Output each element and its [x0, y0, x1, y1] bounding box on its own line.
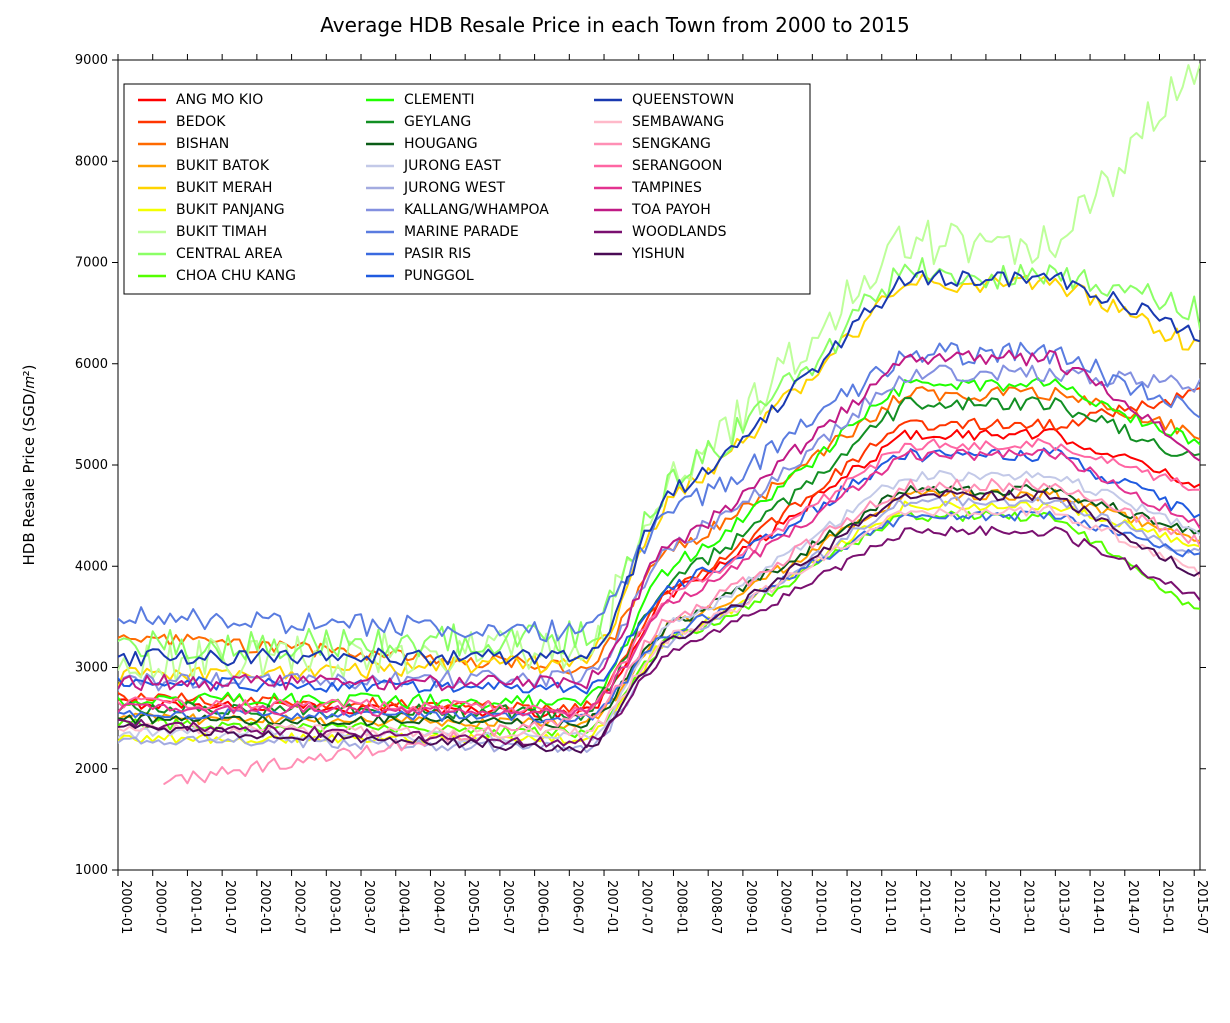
legend-label: HOUGANG: [404, 136, 478, 152]
y-tick-label: 7000: [75, 256, 108, 271]
chart-container: Average HDB Resale Price in each Town fr…: [0, 0, 1230, 1023]
x-tick-label: 2009-01: [743, 880, 758, 934]
x-tick-label: 2005-01: [465, 880, 480, 934]
x-tick-label: 2010-07: [847, 880, 862, 934]
y-tick-label: 5000: [75, 458, 108, 473]
x-tick-label: 2014-07: [1125, 880, 1140, 934]
legend-label: QUEENSTOWN: [632, 92, 734, 108]
legend-label: SENGKANG: [632, 136, 711, 152]
x-tick-label: 2004-01: [396, 880, 411, 934]
legend-label: CHOA CHU KANG: [176, 268, 296, 284]
x-tick-label: 2010-01: [812, 880, 827, 934]
x-tick-label: 2001-01: [187, 880, 202, 934]
x-tick-label: 2008-07: [708, 880, 723, 934]
y-tick-label: 3000: [75, 661, 108, 676]
legend-label: WOODLANDS: [632, 224, 727, 240]
x-tick-label: 2015-07: [1194, 880, 1209, 934]
legend-label: BEDOK: [176, 114, 226, 130]
legend-label: CLEMENTI: [404, 92, 475, 108]
line-chart: Average HDB Resale Price in each Town fr…: [0, 0, 1230, 1023]
legend-label: YISHUN: [631, 246, 685, 262]
legend-label: SEMBAWANG: [632, 114, 724, 130]
x-tick-label: 2005-07: [500, 880, 515, 934]
y-tick-label: 6000: [75, 357, 108, 372]
chart-title: Average HDB Resale Price in each Town fr…: [320, 13, 909, 37]
x-tick-label: 2003-01: [326, 880, 341, 934]
legend-label: SERANGOON: [632, 158, 722, 174]
legend: ANG MO KIO BEDOK BISHAN BUKIT BATOK BUKIT ME…: [124, 84, 810, 294]
x-tick-label: 2004-07: [430, 880, 445, 934]
legend-label: MARINE PARADE: [404, 224, 519, 240]
legend-label: BUKIT BATOK: [176, 158, 270, 174]
x-tick-label: 2013-07: [1055, 880, 1070, 934]
x-tick-label: 2002-07: [292, 880, 307, 934]
legend-label: BUKIT MERAH: [176, 180, 272, 196]
legend-label: TOA PAYOH: [631, 202, 711, 218]
legend-label: CENTRAL AREA: [176, 246, 283, 262]
x-tick-label: 2008-01: [673, 880, 688, 934]
x-tick-label: 2006-07: [569, 880, 584, 934]
x-tick-label: 2012-07: [986, 880, 1001, 934]
legend-label: BUKIT PANJANG: [176, 202, 285, 218]
y-tick-label: 2000: [75, 762, 108, 777]
y-axis-label: HDB Resale Price (SGD/𝑚²): [20, 364, 38, 565]
y-tick-label: 4000: [75, 559, 108, 574]
legend-label: KALLANG/WHAMPOA: [404, 202, 549, 218]
x-tick-label: 2002-01: [257, 880, 272, 934]
x-tick-label: 2015-01: [1159, 880, 1174, 934]
x-tick-label: 2012-01: [951, 880, 966, 934]
legend-label: PASIR RIS: [404, 246, 471, 262]
x-tick-label: 2001-07: [222, 880, 237, 934]
legend-label: BUKIT TIMAH: [176, 224, 267, 240]
legend-label: JURONG WEST: [403, 180, 505, 196]
legend-label: TAMPINES: [631, 180, 702, 196]
x-tick-label: 2014-01: [1090, 880, 1105, 934]
x-tick-label: 2009-07: [778, 880, 793, 934]
x-tick-label: 2003-07: [361, 880, 376, 934]
y-tick-label: 1000: [75, 863, 108, 878]
legend-label: PUNGGOL: [404, 268, 474, 284]
legend-label: GEYLANG: [404, 114, 471, 130]
x-tick-label: 2000-01: [118, 880, 133, 934]
y-tick-label: 9000: [75, 53, 108, 68]
legend-label: ANG MO KIO: [176, 92, 263, 108]
x-tick-label: 2013-01: [1021, 880, 1036, 934]
x-tick-label: 2011-01: [882, 880, 897, 934]
legend-label: JURONG EAST: [403, 158, 501, 174]
x-tick-label: 2000-07: [153, 880, 168, 934]
x-tick-label: 2011-07: [916, 880, 931, 934]
x-tick-label: 2007-07: [639, 880, 654, 934]
y-tick-label: 8000: [75, 154, 108, 169]
x-tick-label: 2006-01: [535, 880, 550, 934]
x-tick-label: 2007-01: [604, 880, 619, 934]
legend-label: BISHAN: [176, 136, 229, 152]
